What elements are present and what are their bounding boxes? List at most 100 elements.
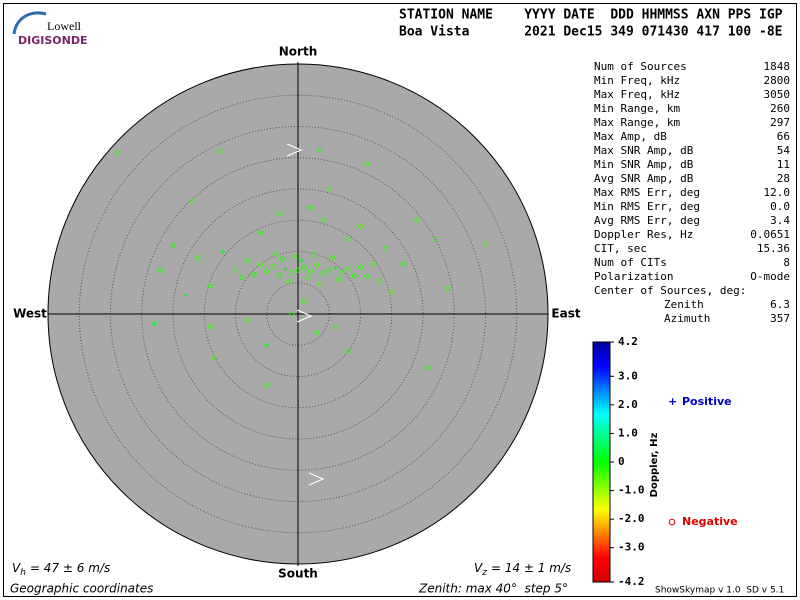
negative-source [208,283,213,289]
negative-source [311,252,317,258]
north-label: North [279,45,317,59]
stat-label: CIT, sec [594,242,647,255]
stat-value: 3.4 [770,214,790,227]
stat-value: 260 [770,102,790,115]
stat-value: 66 [777,130,790,143]
vz-label: Vz = 14 ± 1 m/s [474,561,571,578]
stat-value: 8 [783,256,790,269]
positive-source [220,249,226,254]
negative-source [208,324,213,329]
negative-source [345,266,351,272]
colorbar-tick-label: 2.0 [618,398,638,411]
stat-label: Min Freq, kHz [594,74,680,87]
stat-label: Max Range, km [594,116,680,129]
negative-source [233,267,238,273]
stat-value: 3050 [764,88,791,101]
negative-source [308,269,313,274]
colorbar-title: Doppler, Hz [649,433,660,498]
legend-negative-symbol [668,518,676,526]
colorbar-tick-label: 3.0 [618,369,638,382]
negative-source [170,242,176,248]
stat-label: Avg RMS Err, deg [594,214,700,227]
negative-source [279,256,285,262]
negative-source [425,365,431,371]
stat-value: 297 [770,116,790,129]
logo-bottom: DIGISONDE [18,34,87,47]
zenith-label: Zenith [664,298,704,311]
negative-source [258,230,263,236]
negative-source [314,330,320,336]
negative-source [301,299,307,304]
stat-label: Avg SNR Amp, dB [594,172,694,185]
negative-source [251,272,257,278]
stat-label: Min Range, km [594,102,680,115]
version: ShowSkymap v 1.0 SD v 5.1 [655,586,784,596]
vz-symbol: V [474,561,483,575]
vh-value: = 47 ± 6 m/s [30,561,110,575]
negative-source [336,277,342,283]
negative-source [317,147,323,153]
stat-value: 28 [777,172,790,185]
negative-source [333,324,338,329]
negative-source [115,150,121,156]
stat-label: Min RMS Err, deg [594,200,700,213]
stat-value: 1848 [764,60,791,73]
negative-source [211,355,217,361]
negative-source [383,245,388,251]
legend-positive: Positive [682,395,732,408]
negative-source [189,199,195,204]
stat-value: 12.0 [764,186,791,199]
stat-label: Doppler Res, Hz [594,228,693,241]
stat-label: Max SNR Amp, dB [594,144,694,157]
negative-source [370,261,376,267]
vh-sub: h [20,568,26,578]
stat-value: 15.36 [757,242,790,255]
negative-source [320,270,326,276]
negative-source [401,261,407,267]
south-label: South [278,567,318,581]
negative-source [339,270,345,276]
negative-source [345,349,351,354]
negative-source [245,317,251,323]
velocity-arrow [308,472,325,486]
positive-source [264,342,270,348]
negative-source [445,286,451,292]
negative-source [295,267,301,273]
negative-source [195,255,201,261]
stat-label: Max RMS Err, deg [594,186,700,199]
vh-label: Vh = 47 ± 6 m/s [12,561,110,578]
vz-value: = 14 ± 1 m/s [491,561,571,575]
stat-value: 0.0651 [750,228,790,241]
stat-value: 0.0 [770,200,790,213]
header-columns: STATION NAME YYYY DATE DDD HHMMSS AXN PP… [399,8,783,23]
legend-negative: Negative [682,515,738,528]
azimuth-label: Azimuth [664,312,710,325]
colorbar-tick-label: 0 [618,455,625,468]
negative-source [314,262,320,268]
negative-source [483,241,488,247]
negative-source [389,289,395,295]
stat-label: Num of Sources [594,60,687,73]
negative-source [217,149,223,154]
center-title: Center of Sources, deg: [594,284,746,297]
positive-source [283,266,288,272]
negative-source [414,217,420,223]
velocity-arrow [286,143,303,157]
negative-source [289,270,295,276]
stat-label: Max Freq, kHz [594,88,680,101]
stat-value: 11 [777,158,790,171]
positive-source [151,320,157,326]
colorbar-tick-label: -2.0 [618,512,645,525]
colorbar-tick-label: 4.2 [618,335,638,348]
negative-source [245,258,251,264]
stat-label: Min SNR Amp, dB [594,158,694,171]
negative-source [286,279,292,284]
negative-source [358,224,363,229]
negative-source [376,279,382,284]
positive-source [183,292,188,298]
header-values: Boa Vista 2021 Dec15 349 071430 417 100 … [399,25,783,40]
negative-source [304,275,310,281]
negative-source [264,269,270,274]
negative-source [276,272,282,278]
